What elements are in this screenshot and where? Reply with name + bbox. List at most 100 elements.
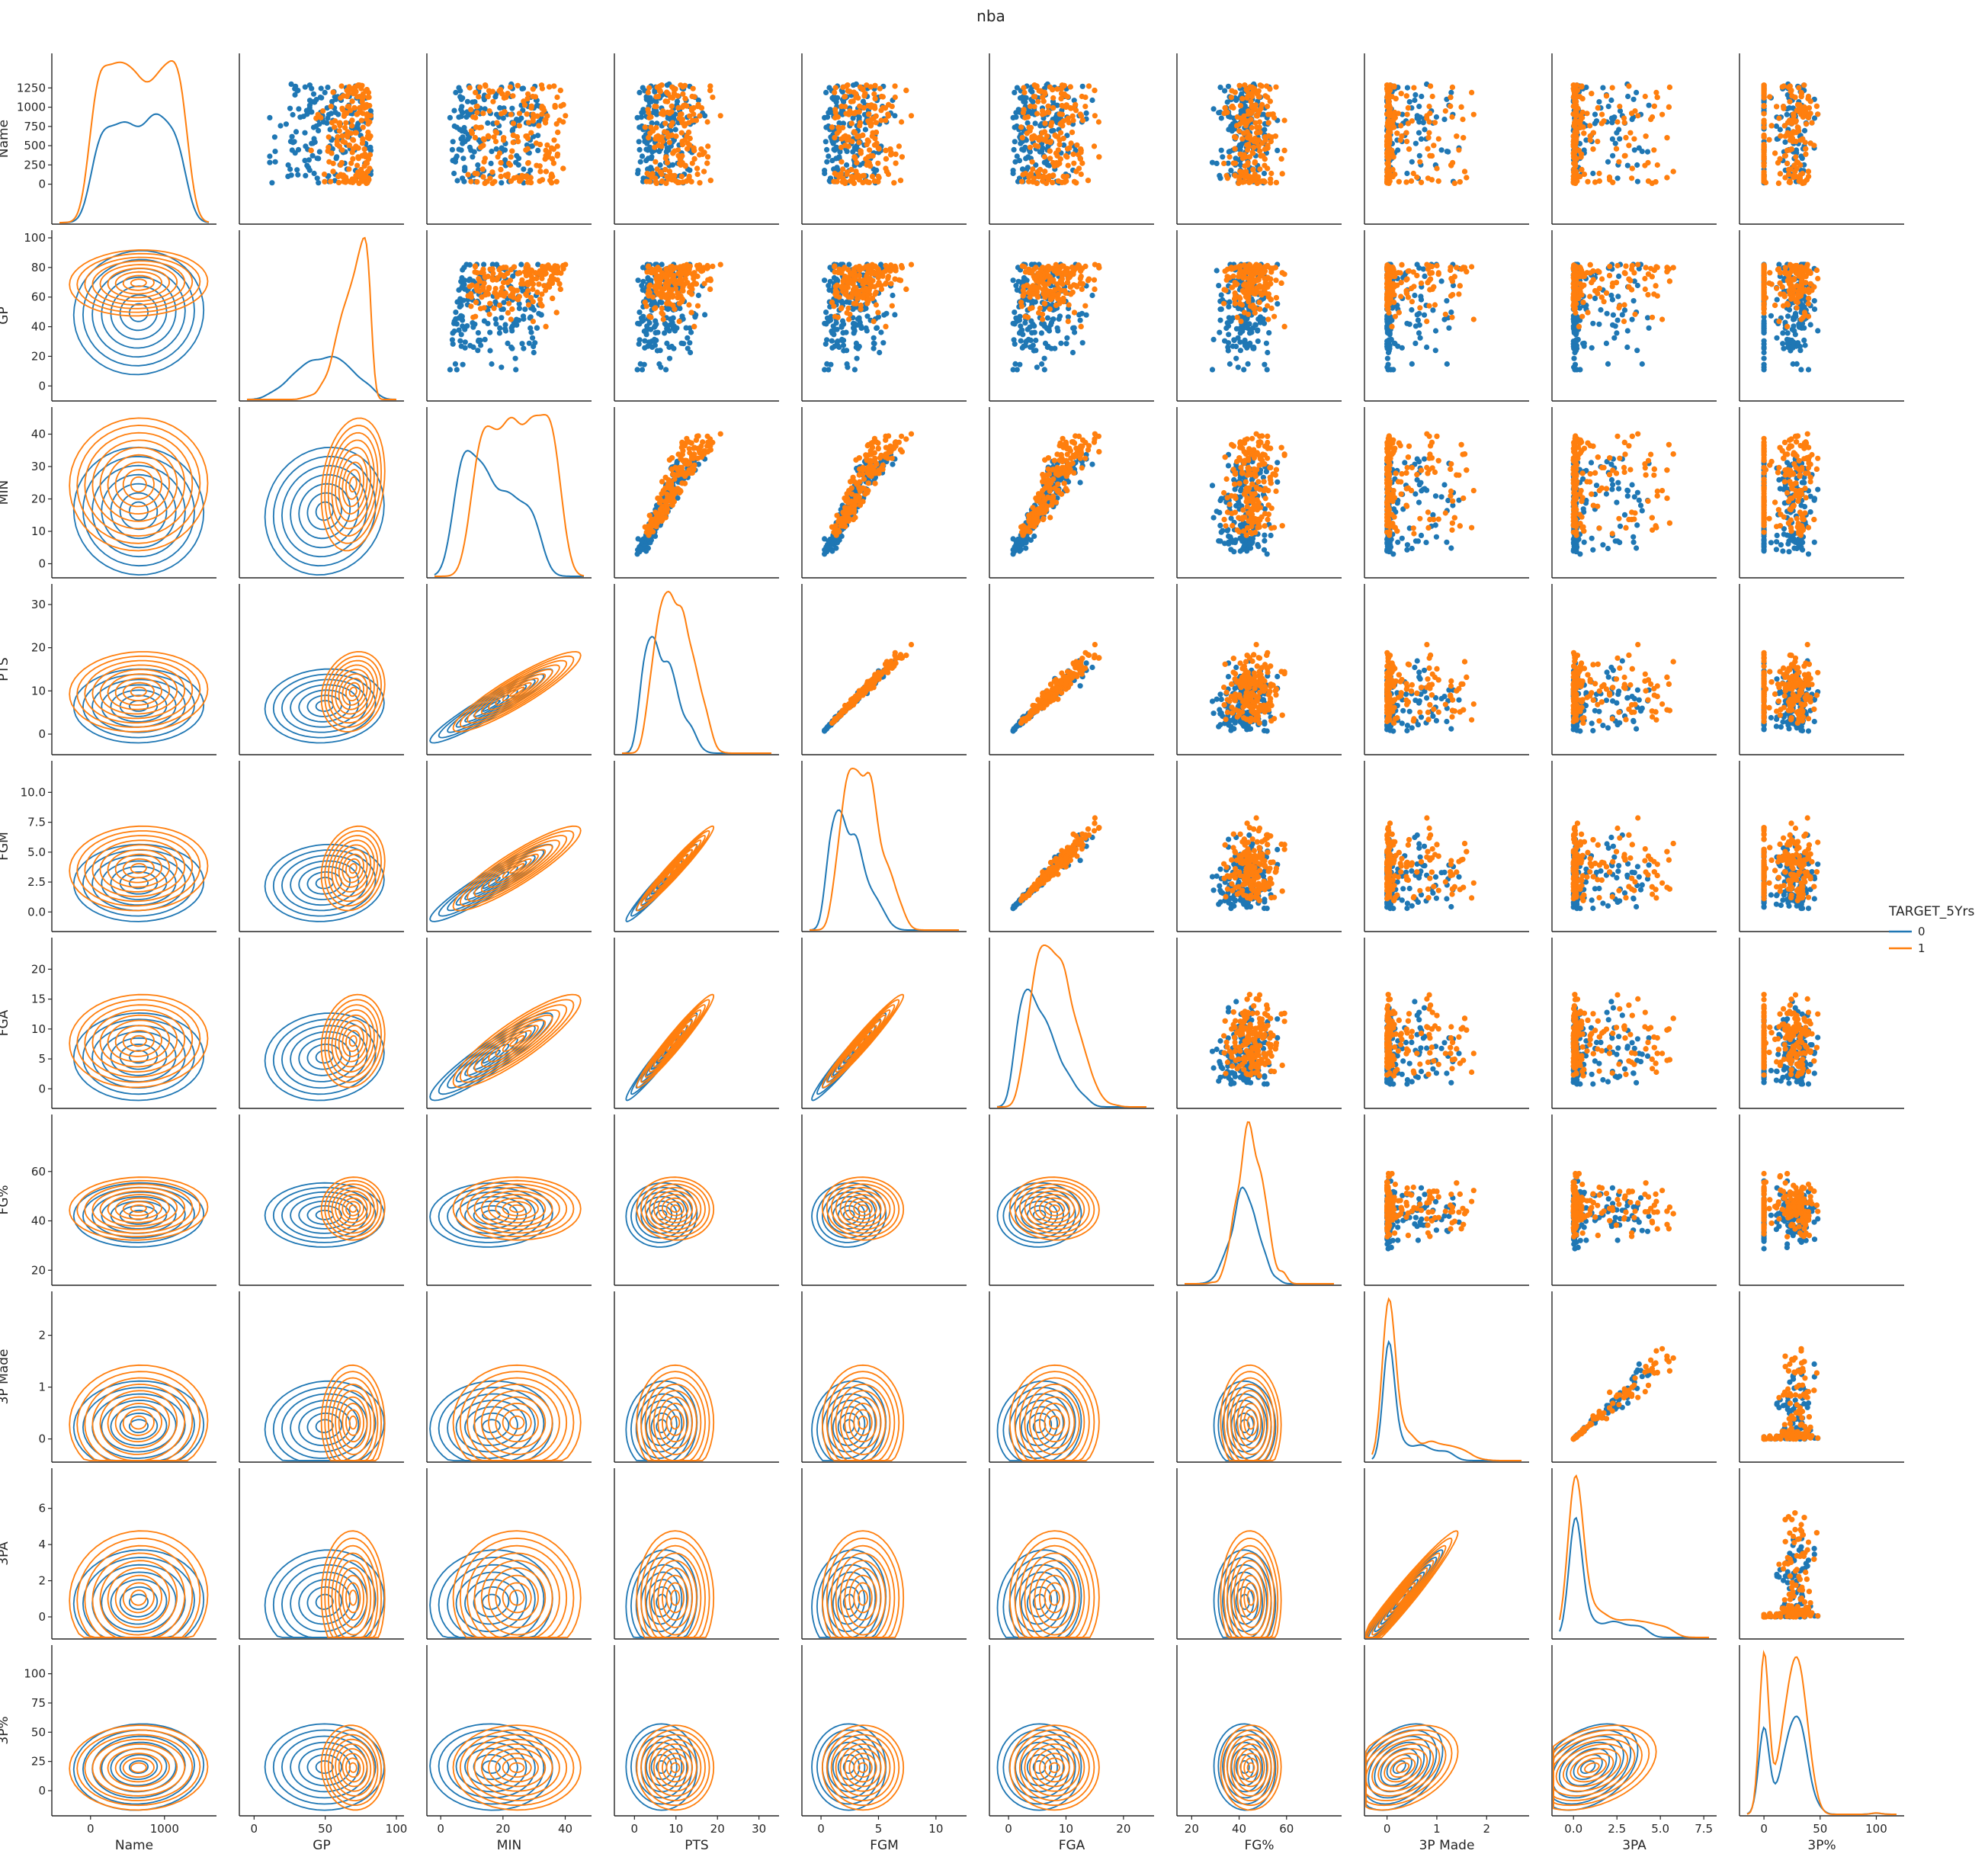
scatter-point bbox=[482, 137, 487, 143]
scatter-point bbox=[1643, 94, 1648, 99]
scatter-point bbox=[823, 90, 829, 95]
scatter-point bbox=[877, 86, 883, 91]
scatter-point bbox=[460, 283, 465, 288]
scatter-point bbox=[286, 162, 291, 168]
scatter-point bbox=[537, 142, 543, 147]
scatter-point bbox=[685, 335, 690, 341]
scatter-point bbox=[707, 287, 713, 292]
scatter-point bbox=[1236, 128, 1242, 133]
scatter-point bbox=[518, 176, 524, 181]
scatter-point bbox=[1049, 120, 1054, 126]
scatter-point bbox=[648, 277, 653, 283]
scatter-point bbox=[1231, 161, 1236, 166]
scatter-point bbox=[647, 320, 653, 326]
scatter-point bbox=[1630, 165, 1635, 171]
scatter-point bbox=[1054, 153, 1060, 159]
scatter-point bbox=[653, 319, 658, 324]
scatter-point bbox=[1671, 168, 1676, 174]
scatter-point bbox=[1791, 114, 1797, 119]
scatter-point bbox=[846, 137, 851, 143]
scatter-point bbox=[1454, 133, 1459, 139]
scatter-point bbox=[700, 152, 705, 157]
scatter-point bbox=[829, 124, 835, 130]
scatter-point bbox=[1461, 135, 1466, 140]
scatter-point bbox=[851, 82, 856, 88]
scatter-point bbox=[647, 290, 653, 295]
scatter-point bbox=[1252, 120, 1258, 126]
panel-name-vs-fga bbox=[989, 53, 1154, 224]
scatter-point bbox=[671, 326, 676, 331]
panel-grid: 025050075010001250Name020406080100GP0102… bbox=[0, 53, 1904, 1853]
scatter-point bbox=[509, 149, 515, 154]
scatter-point bbox=[357, 181, 362, 186]
scatter-point bbox=[473, 300, 479, 305]
scatter-point bbox=[474, 270, 479, 275]
scatter-point bbox=[490, 99, 495, 104]
scatter-point bbox=[1071, 152, 1076, 157]
scatter-point bbox=[295, 172, 300, 178]
scatter-point bbox=[524, 262, 530, 268]
scatter-point bbox=[1012, 139, 1018, 144]
scatter-point bbox=[682, 96, 688, 101]
scatter-point bbox=[302, 130, 307, 136]
scatter-point bbox=[1445, 149, 1450, 154]
scatter-point bbox=[643, 124, 648, 130]
scatter-point bbox=[861, 93, 867, 98]
scatter-point bbox=[1079, 114, 1084, 119]
scatter-point bbox=[499, 315, 504, 320]
scatter-point bbox=[508, 316, 514, 322]
scatter-point bbox=[656, 284, 661, 290]
scatter-point bbox=[833, 110, 838, 115]
scatter-point bbox=[1575, 88, 1580, 93]
scatter-point bbox=[272, 134, 277, 140]
scatter-point bbox=[522, 102, 527, 107]
scatter-point bbox=[1609, 120, 1614, 125]
scatter-point bbox=[1259, 102, 1265, 107]
scatter-point bbox=[540, 105, 546, 111]
scatter-point bbox=[875, 161, 880, 166]
scatter-point bbox=[1279, 156, 1284, 162]
scatter-point bbox=[654, 181, 659, 186]
scatter-point bbox=[537, 271, 543, 277]
scatter-point bbox=[470, 325, 476, 330]
scatter-point bbox=[1242, 82, 1247, 88]
scatter-point bbox=[473, 135, 478, 140]
scatter-point bbox=[1469, 90, 1474, 95]
scatter-point bbox=[842, 143, 848, 148]
scatter-point bbox=[351, 105, 357, 111]
scatter-point bbox=[691, 270, 697, 275]
scatter-point bbox=[1262, 179, 1268, 184]
scatter-point bbox=[853, 168, 858, 174]
scatter-point bbox=[1643, 133, 1649, 139]
scatter-point bbox=[513, 160, 518, 165]
scatter-point bbox=[1595, 105, 1601, 111]
scatter-point bbox=[1031, 94, 1037, 99]
scatter-point bbox=[1416, 130, 1422, 136]
scatter-point bbox=[684, 178, 689, 184]
scatter-point bbox=[1581, 130, 1586, 136]
scatter-point bbox=[1427, 119, 1432, 124]
scatter-point bbox=[1645, 160, 1650, 165]
scatter-point bbox=[471, 345, 476, 350]
scatter-point bbox=[1026, 125, 1031, 130]
scatter-point bbox=[550, 174, 555, 179]
scatter-point bbox=[1417, 159, 1422, 165]
scatter-point bbox=[273, 159, 278, 165]
scatter-point bbox=[521, 166, 526, 172]
panel-name-vs-min bbox=[427, 53, 592, 224]
scatter-point bbox=[667, 168, 672, 174]
scatter-point bbox=[652, 104, 657, 109]
scatter-point bbox=[494, 277, 499, 282]
scatter-point bbox=[363, 88, 368, 94]
scatter-point bbox=[836, 154, 842, 159]
scatter-point bbox=[1066, 146, 1072, 151]
scatter-point bbox=[1011, 171, 1016, 176]
scatter-point bbox=[852, 130, 858, 136]
scatter-point bbox=[1386, 161, 1391, 166]
scatter-point bbox=[483, 82, 488, 88]
scatter-point bbox=[336, 180, 341, 185]
scatter-point bbox=[1396, 179, 1402, 184]
scatter-point bbox=[832, 90, 837, 95]
scatter-point bbox=[857, 104, 862, 109]
scatter-point bbox=[643, 300, 648, 305]
